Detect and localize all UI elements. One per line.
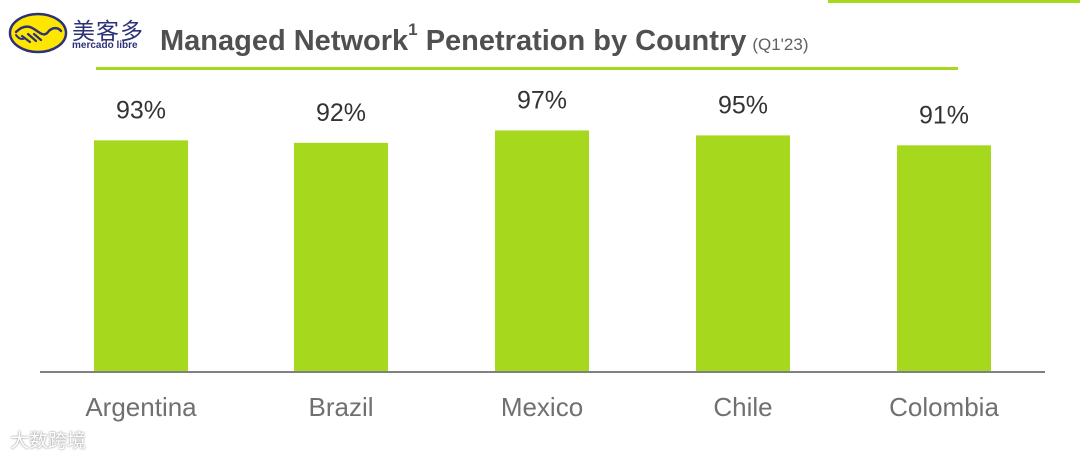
value-label-colombia: 91% [919,101,969,129]
bar-mexico [495,130,589,371]
value-label-mexico: 97% [517,86,567,114]
title-rest: Penetration by Country [417,24,747,57]
category-labels-group: Argentina Brazil Mexico Chile Colombia [85,392,999,422]
brand-english-name: mercado libre [72,40,138,51]
bars-group [94,130,991,371]
title-main: Managed Network [160,24,409,57]
category-label-chile: Chile [713,392,772,422]
bar-chile [696,135,790,371]
category-label-mexico: Mexico [501,392,583,422]
value-label-argentina: 93% [116,96,166,124]
category-label-argentina: Argentina [85,392,197,422]
chart-subtitle: (Q1'23) [752,34,809,54]
brand-chinese-name: 美客多 [72,19,144,45]
value-label-brazil: 92% [316,99,366,127]
handshake-icon [8,12,68,54]
chart-title: Managed Network1 Penetration by Country(… [160,20,809,58]
watermark-text: 大数跨境 [10,430,87,452]
mercado-libre-logo: 美客多 mercado libre [8,10,148,58]
bar-brazil [294,142,388,371]
title-footnote-marker: 1 [408,20,418,39]
bar-colombia [897,145,991,371]
top-accent-line [828,0,1080,3]
category-label-brazil: Brazil [308,392,373,422]
value-labels-group: 93% 92% 97% 95% 91% [116,86,969,129]
watermark: 大数跨境 [10,426,86,453]
bar-argentina [94,140,188,371]
title-underline [96,67,958,70]
title-text: Managed Network1 Penetration by Country [160,20,747,57]
value-label-chile: 95% [718,91,768,119]
category-label-colombia: Colombia [889,392,999,422]
